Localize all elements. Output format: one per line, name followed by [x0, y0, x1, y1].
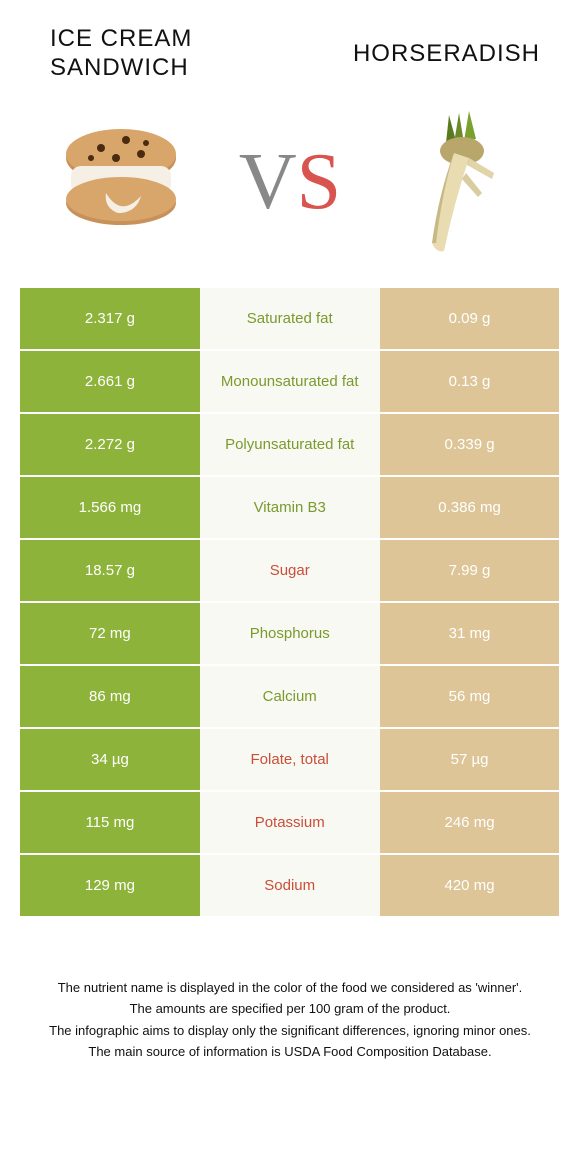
title-left-line2: Sandwich [50, 54, 189, 81]
value-left: 129 mg [20, 855, 200, 916]
value-right: 56 mg [380, 666, 560, 727]
horseradish-icon [384, 108, 534, 258]
value-right: 31 mg [380, 603, 560, 664]
title-right: Horseradish [353, 40, 540, 68]
value-left: 18.57 g [20, 540, 200, 601]
nutrient-label: Potassium [200, 792, 380, 853]
value-right: 0.13 g [380, 351, 560, 412]
nutrient-label: Saturated fat [200, 288, 380, 349]
value-left: 72 mg [20, 603, 200, 664]
value-right: 420 mg [380, 855, 560, 916]
footer-line: The amounts are specified per 100 gram o… [30, 999, 550, 1019]
table-row: 86 mgCalcium56 mg [20, 666, 560, 729]
ice-cream-sandwich-icon [46, 108, 196, 258]
value-left: 1.566 mg [20, 477, 200, 538]
value-left: 2.272 g [20, 414, 200, 475]
table-row: 2.317 gSaturated fat0.09 g [20, 288, 560, 351]
table-row: 129 mgSodium420 mg [20, 855, 560, 918]
vs-label: VS [239, 137, 341, 228]
title-left: Ice Cream Sandwich [50, 25, 192, 83]
header: Ice Cream Sandwich Horseradish [0, 0, 580, 93]
vs-s: S [297, 138, 342, 226]
footer-notes: The nutrient name is displayed in the co… [30, 978, 550, 1062]
value-left: 2.661 g [20, 351, 200, 412]
value-left: 34 µg [20, 729, 200, 790]
table-row: 72 mgPhosphorus31 mg [20, 603, 560, 666]
value-right: 246 mg [380, 792, 560, 853]
value-right: 0.09 g [380, 288, 560, 349]
nutrient-label: Monounsaturated fat [200, 351, 380, 412]
value-left: 86 mg [20, 666, 200, 727]
table-row: 18.57 gSugar7.99 g [20, 540, 560, 603]
nutrient-label: Polyunsaturated fat [200, 414, 380, 475]
footer-line: The main source of information is USDA F… [30, 1042, 550, 1062]
nutrient-label: Calcium [200, 666, 380, 727]
table-row: 1.566 mgVitamin B30.386 mg [20, 477, 560, 540]
vs-v: V [239, 138, 297, 226]
title-left-line1: Ice Cream [50, 25, 192, 52]
table-row: 2.272 gPolyunsaturated fat0.339 g [20, 414, 560, 477]
footer-line: The nutrient name is displayed in the co… [30, 978, 550, 998]
comparison-table: 2.317 gSaturated fat0.09 g2.661 gMonouns… [20, 288, 560, 918]
value-right: 0.386 mg [380, 477, 560, 538]
nutrient-label: Vitamin B3 [200, 477, 380, 538]
nutrient-label: Folate, total [200, 729, 380, 790]
value-right: 7.99 g [380, 540, 560, 601]
value-left: 115 mg [20, 792, 200, 853]
value-right: 57 µg [380, 729, 560, 790]
images-row: VS [0, 93, 580, 288]
footer-line: The infographic aims to display only the… [30, 1021, 550, 1041]
nutrient-label: Sugar [200, 540, 380, 601]
nutrient-label: Sodium [200, 855, 380, 916]
nutrient-label: Phosphorus [200, 603, 380, 664]
table-row: 34 µgFolate, total57 µg [20, 729, 560, 792]
table-row: 115 mgPotassium246 mg [20, 792, 560, 855]
value-right: 0.339 g [380, 414, 560, 475]
value-left: 2.317 g [20, 288, 200, 349]
table-row: 2.661 gMonounsaturated fat0.13 g [20, 351, 560, 414]
